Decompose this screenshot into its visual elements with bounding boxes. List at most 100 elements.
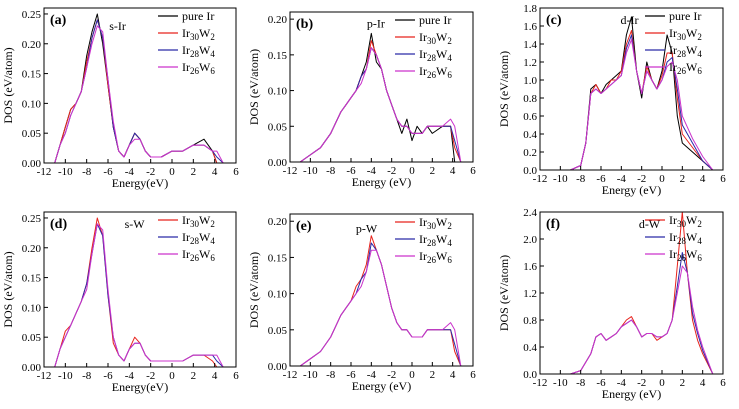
legend-entry: Ir26W6 <box>419 249 452 265</box>
x-tick-label: -6 <box>596 377 606 389</box>
y-tick-label: 0.10 <box>22 98 42 110</box>
legend-entry: Ir30W2 <box>182 213 215 229</box>
panel-5: -12 -10 -8 -6 -4 -2 0 2 4 6 0.00 0.05 0.10 0.15 0.20 En… <box>247 213 476 393</box>
x-tick-label: -2 <box>146 166 155 178</box>
y-tick-label: 0.25 <box>22 213 42 225</box>
x-tick-label: 4 <box>700 377 706 389</box>
x-tick-label: 0 <box>409 165 415 177</box>
legend-entry: Ir30W2 <box>669 26 702 42</box>
legend-entry: pure Ir <box>182 9 214 23</box>
panel-4: -12 -10 -8 -6 -4 -2 0 2 4 6 0.00 0.05 0.10 0.15 0.20 0.… <box>1 211 239 394</box>
y-tick-label: 1.2 <box>523 288 537 300</box>
x-tick-label: -4 <box>367 165 377 177</box>
x-tick-label: 2 <box>191 370 197 382</box>
series-line <box>570 265 714 374</box>
x-tick-label: 0 <box>169 166 175 178</box>
y-tick-label: 0.8 <box>523 315 537 327</box>
x-tick-label: -2 <box>637 377 646 389</box>
y-tick-label: 0.10 <box>22 302 42 314</box>
x-tick-label: -12 <box>283 369 298 381</box>
x-tick-label: 2 <box>430 369 436 381</box>
panel-label: (a) <box>50 13 67 28</box>
plot-frame <box>289 11 474 163</box>
orbital-label: d-Ir <box>621 13 639 27</box>
x-axis-label: Energy(eV) <box>112 176 168 190</box>
y-tick-label: 0.00 <box>22 158 42 170</box>
x-tick-label: -4 <box>617 173 627 185</box>
x-tick-label: -10 <box>553 173 568 185</box>
x-tick-label: -8 <box>576 173 586 185</box>
series-line <box>299 47 462 162</box>
y-tick-label: 0.20 <box>268 14 288 26</box>
x-tick-label: 4 <box>450 165 456 177</box>
y-tick-label: 0.0 <box>523 369 537 381</box>
x-axis-label: Energy(eV) <box>112 380 168 394</box>
y-tick-label: 0.20 <box>22 39 42 51</box>
x-axis-label: Energy (eV) <box>602 183 661 197</box>
x-tick-label: -6 <box>103 166 113 178</box>
x-tick-label: 6 <box>233 166 239 178</box>
y-tick-label: 0.15 <box>268 50 288 62</box>
y-tick-label: 2.4 <box>523 207 537 219</box>
legend-entry: Ir26W6 <box>669 247 702 263</box>
y-tick-label: 0.4 <box>523 342 537 354</box>
x-tick-label: 0 <box>659 173 665 185</box>
y-tick-label: 0.05 <box>268 325 288 337</box>
legend-entry: Ir28W4 <box>419 232 452 248</box>
x-tick-label: 6 <box>720 377 726 389</box>
orbital-label: p-Ir <box>367 17 385 31</box>
legend-entry: pure Ir <box>419 13 451 27</box>
y-tick-label: 1.8 <box>523 3 537 15</box>
x-tick-label: 2 <box>680 377 686 389</box>
x-tick-label: -10 <box>58 370 73 382</box>
orbital-label: s-W <box>125 217 146 231</box>
x-tick-label: -12 <box>533 377 548 389</box>
x-tick-label: -12 <box>283 165 298 177</box>
x-tick-label: 6 <box>470 369 476 381</box>
legend-entry: Ir26W6 <box>182 247 215 263</box>
y-tick-label: 0.15 <box>22 273 42 285</box>
x-tick-label: 2 <box>680 173 686 185</box>
x-tick-label: -10 <box>58 166 73 178</box>
y-tick-label: 0.00 <box>268 157 288 169</box>
x-tick-label: -12 <box>37 166 52 178</box>
legend-entry: Ir28W4 <box>419 47 452 63</box>
legend-entry: Ir26W6 <box>669 60 702 76</box>
x-tick-label: 6 <box>233 370 239 382</box>
legend-entry: Ir28W4 <box>182 230 215 246</box>
x-tick-label: -8 <box>326 369 336 381</box>
x-tick-label: 4 <box>700 173 706 185</box>
y-tick-label: 0.05 <box>268 121 288 133</box>
legend-entry: Ir30W2 <box>182 26 215 42</box>
x-tick-label: 0 <box>659 377 665 389</box>
y-tick-label: 1.6 <box>523 21 537 33</box>
x-tick-label: -4 <box>617 377 627 389</box>
orbital-label: s-Ir <box>109 19 126 33</box>
plot-frame <box>289 213 474 367</box>
y-axis-label: DOS (eV/atom) <box>1 251 15 327</box>
x-tick-label: -2 <box>637 173 646 185</box>
legend-entry: Ir30W2 <box>669 213 702 229</box>
x-tick-label: 4 <box>450 369 456 381</box>
legend-entry: Ir28W4 <box>669 43 702 59</box>
legend-entry: pure Ir <box>669 9 701 23</box>
y-axis-label: DOS (eV/atom) <box>497 255 511 331</box>
x-tick-label: -12 <box>533 173 548 185</box>
y-axis-label: DOS (eV/atom) <box>247 252 261 328</box>
x-tick-label: -4 <box>125 370 135 382</box>
x-tick-label: -2 <box>387 369 396 381</box>
y-tick-label: 0.4 <box>523 129 537 141</box>
y-tick-label: 0.05 <box>22 332 42 344</box>
series-line <box>54 25 224 163</box>
y-tick-label: 0.20 <box>268 216 288 228</box>
y-axis-label: DOS (eV/atom) <box>497 51 511 127</box>
y-tick-label: 0.15 <box>22 69 42 81</box>
legend-entry: Ir26W6 <box>419 64 452 80</box>
y-axis-label: DOS (eV/atom) <box>1 47 15 123</box>
panel-label: (f) <box>546 217 560 232</box>
y-tick-label: 0.2 <box>523 147 537 159</box>
x-tick-label: 0 <box>409 369 415 381</box>
x-tick-label: -6 <box>103 370 113 382</box>
y-tick-label: 1.2 <box>523 57 537 69</box>
x-tick-label: -2 <box>146 370 155 382</box>
